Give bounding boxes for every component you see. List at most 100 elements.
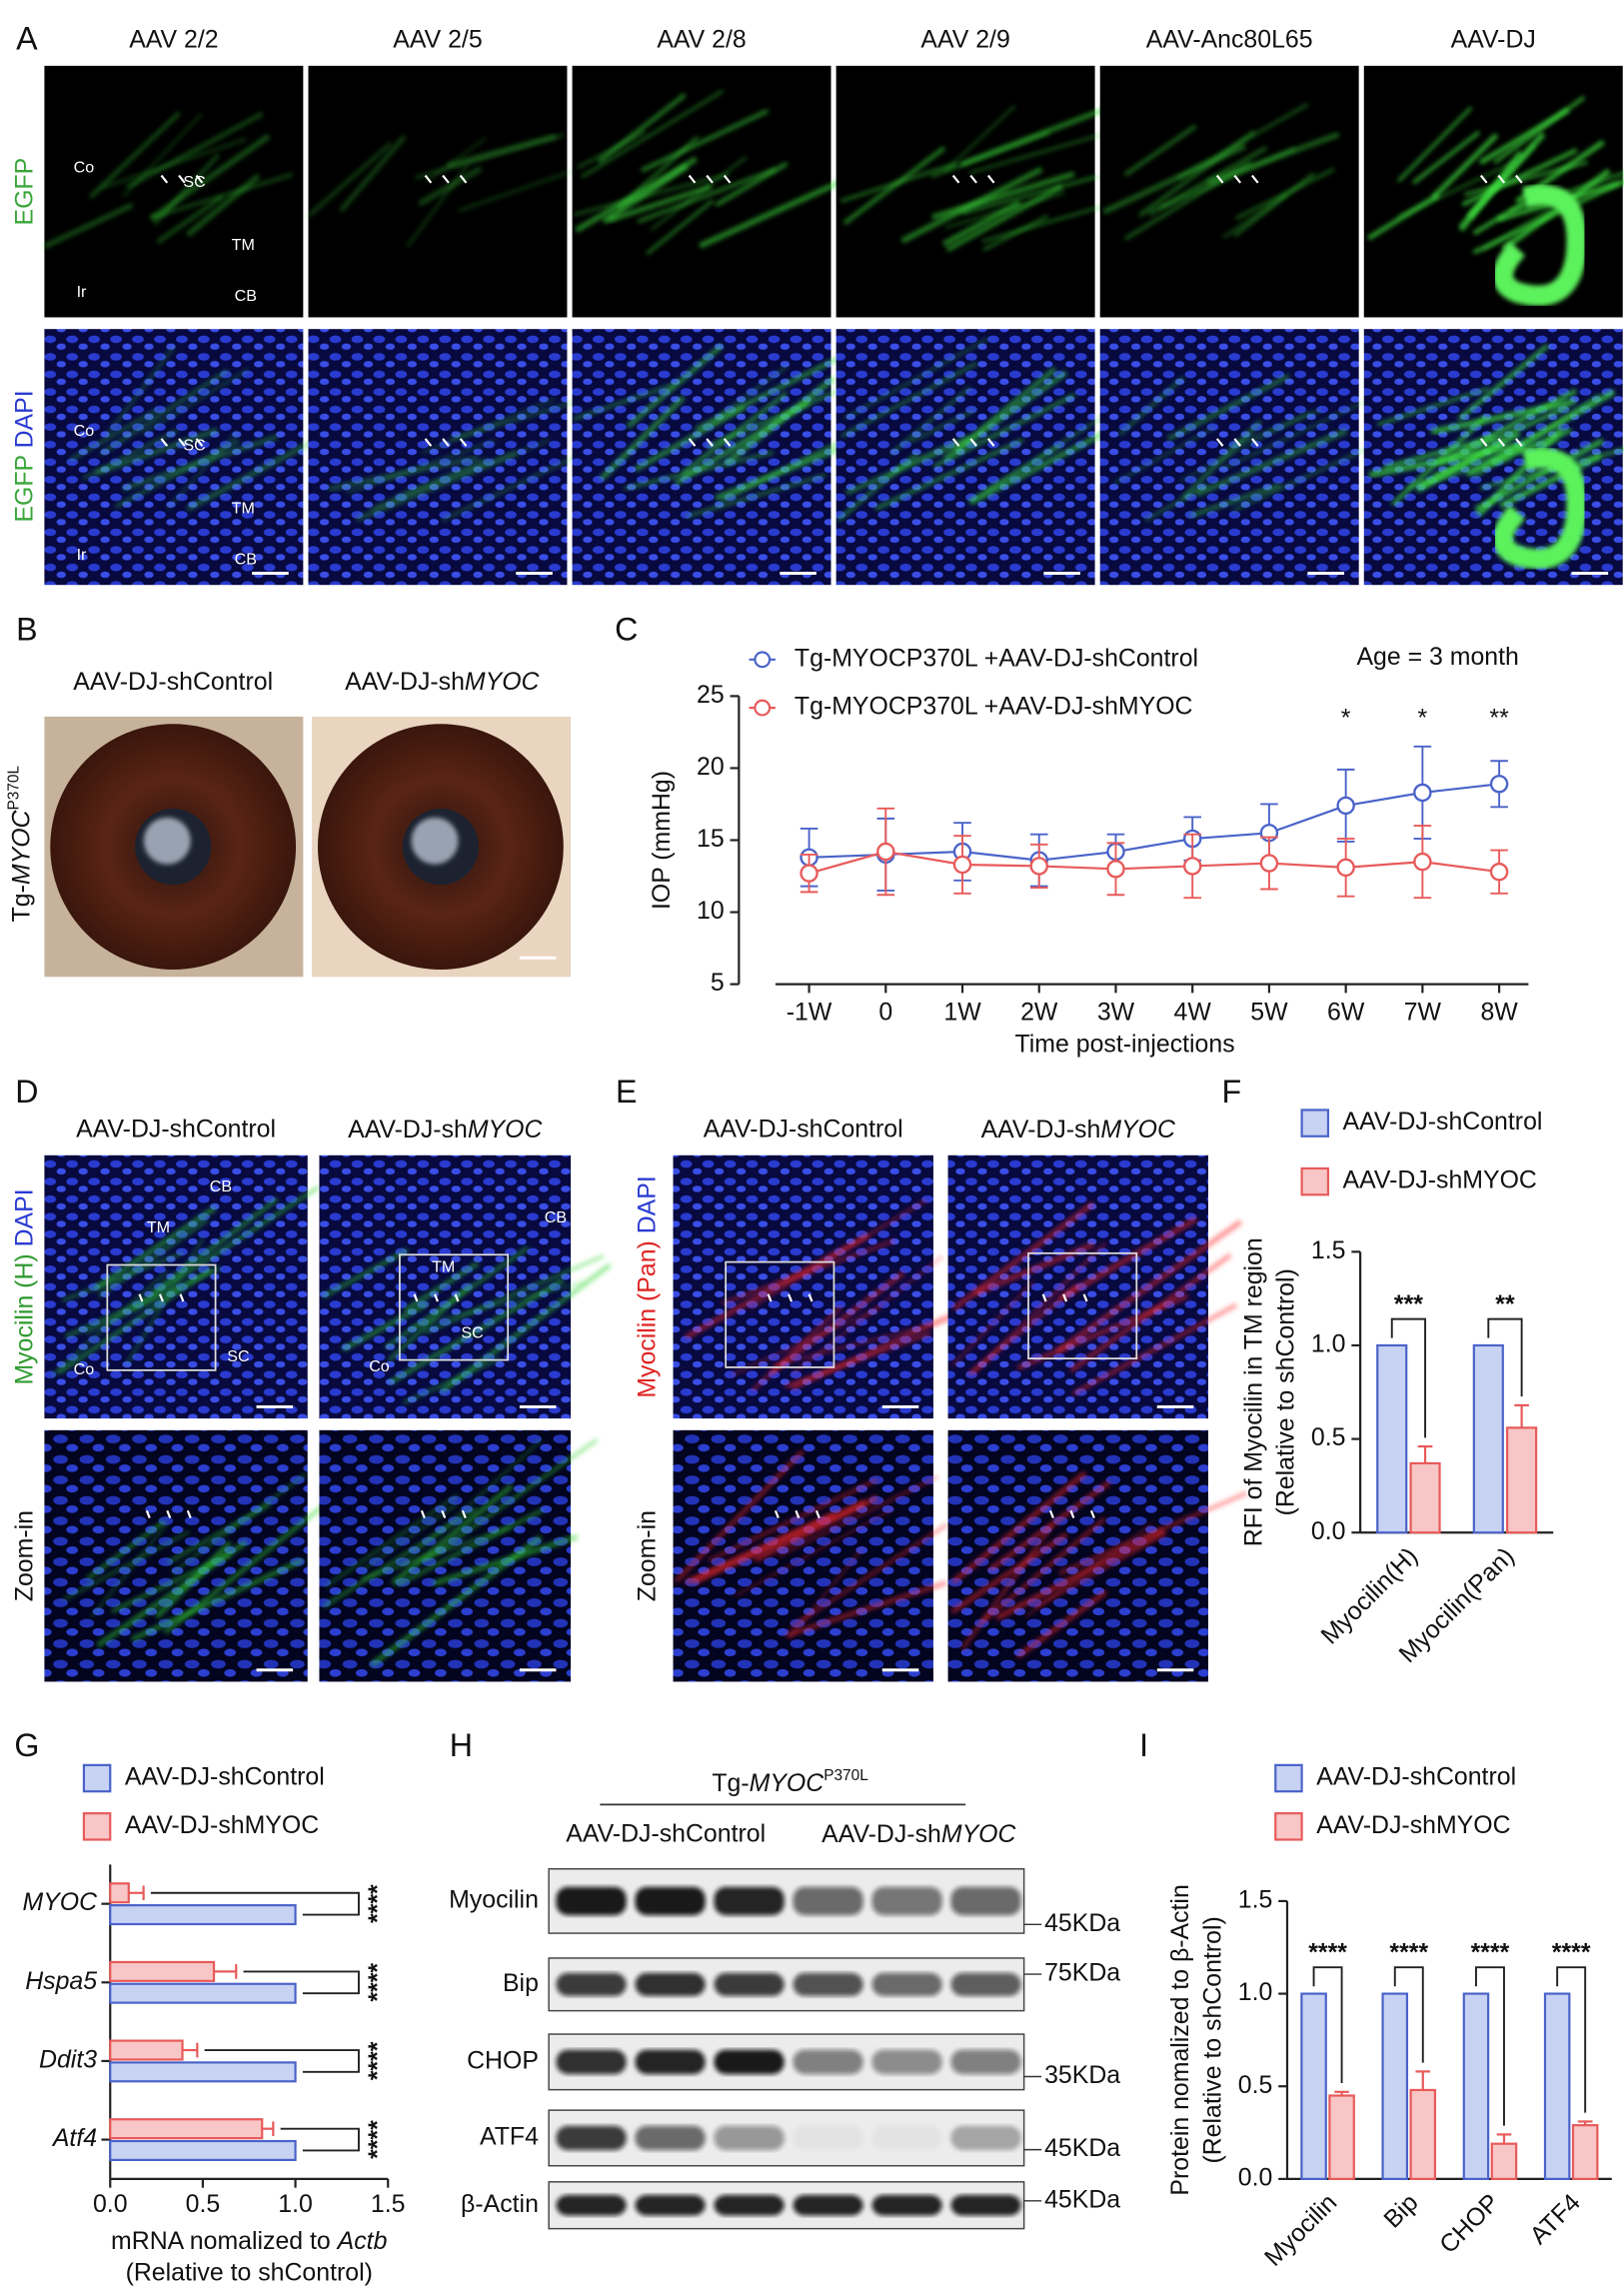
panel-letter: A xyxy=(16,20,38,56)
data-point xyxy=(1336,858,1355,878)
egfp-signal xyxy=(646,199,715,256)
egfp-signal xyxy=(599,395,686,481)
column-header: AAV-DJ-shMYOC xyxy=(345,668,540,696)
blot-row-label: CHOP xyxy=(467,2046,539,2074)
panel-letter: I xyxy=(1139,1727,1148,1763)
bar xyxy=(1472,1343,1504,1534)
egfp-signal xyxy=(450,400,577,441)
stain-signal xyxy=(151,1196,279,1295)
egfp-signal xyxy=(1159,147,1296,210)
x-tick-label: Bip xyxy=(1378,2188,1423,2233)
egfp-signal xyxy=(426,137,487,183)
stain-signal xyxy=(397,1508,544,1587)
arrow xyxy=(1479,438,1488,447)
row-label: EGFP DAPI xyxy=(10,390,38,522)
egfp-signal xyxy=(1466,389,1616,478)
column-header: AAV 2/9 xyxy=(920,26,1009,54)
y-tick-label: 0.0 xyxy=(1311,1517,1346,1545)
arrow xyxy=(195,174,204,184)
stain-signal xyxy=(403,1356,501,1404)
micrograph xyxy=(1099,65,1359,318)
arrow xyxy=(774,1509,780,1519)
egfp-signal xyxy=(843,338,989,420)
text-part: Zoom-in xyxy=(10,1510,38,1601)
egfp-signal xyxy=(406,164,470,248)
stain-signal xyxy=(693,1499,866,1585)
bar xyxy=(1328,2094,1355,2180)
x-tick-label: ATF4 xyxy=(1524,2188,1586,2250)
micrograph-bg xyxy=(947,1429,1208,1682)
bar xyxy=(109,1960,216,1982)
data-point xyxy=(1029,857,1048,876)
blot-band xyxy=(871,2049,942,2075)
micrograph xyxy=(43,65,304,318)
blot-strip xyxy=(548,2181,1025,2230)
column-header: AAV-DJ-shControl xyxy=(76,1115,276,1143)
egfp-signal xyxy=(982,215,1048,252)
legend-marker xyxy=(754,699,772,717)
arrow xyxy=(795,1509,801,1519)
annotation: Age = 3 month xyxy=(1356,643,1518,671)
x-tick-label: 7W xyxy=(1404,998,1442,1026)
arrow xyxy=(160,438,169,447)
tile-label: TM xyxy=(232,499,255,517)
arrow xyxy=(160,174,169,184)
text-part: DAPI xyxy=(10,390,38,448)
bar xyxy=(109,2139,297,2161)
legend-label: AAV-DJ-shControl xyxy=(125,1763,325,1791)
egfp-signal xyxy=(441,444,600,522)
egfp-signal xyxy=(153,153,220,226)
arrow xyxy=(788,1293,794,1302)
tile-label: Co xyxy=(74,422,95,440)
bar xyxy=(1409,1461,1441,1534)
blot-strip xyxy=(548,2109,1025,2167)
arrow xyxy=(413,1293,419,1302)
arrow xyxy=(442,174,450,184)
text-part: MYOC xyxy=(1100,1115,1176,1143)
arrow xyxy=(706,174,714,184)
arrow xyxy=(723,438,732,447)
stain-signal xyxy=(370,1534,543,1667)
arrow xyxy=(814,1509,820,1519)
stain-signal xyxy=(439,1262,612,1394)
egfp-signal xyxy=(608,184,713,223)
error-bar xyxy=(1417,1444,1433,1463)
x-tick-label: 1.0 xyxy=(278,2190,313,2218)
arrow xyxy=(459,174,468,184)
legend-swatch xyxy=(1274,1763,1303,1793)
stain-signal xyxy=(971,1241,1107,1375)
x-tick-label: 2W xyxy=(1020,998,1058,1026)
arrow xyxy=(723,174,732,184)
error-bar xyxy=(262,2121,275,2136)
egfp-signal xyxy=(1501,168,1611,252)
egfp-signal xyxy=(1476,427,1564,517)
data-point xyxy=(1413,852,1432,872)
arrow xyxy=(442,438,450,447)
significance-label: **** xyxy=(364,2120,392,2159)
bar xyxy=(109,1882,130,1904)
egfp-signal xyxy=(695,351,849,432)
stain-signal xyxy=(171,1473,307,1574)
group-label: Tg-MYOCP370L xyxy=(712,1766,868,1796)
bar xyxy=(109,1904,297,1926)
stain-signal xyxy=(1058,1215,1198,1301)
micrograph xyxy=(947,1429,1248,1682)
bar xyxy=(1381,1992,1409,2180)
egfp-signal xyxy=(959,103,1115,167)
stain-signal xyxy=(86,1519,166,1580)
stain-signal xyxy=(403,1260,480,1313)
stain-signal xyxy=(61,1251,184,1302)
egfp-signal xyxy=(637,167,777,224)
x-tick-label: 1W xyxy=(943,998,981,1026)
micrograph xyxy=(572,65,853,318)
text-part: MYOC xyxy=(468,1115,544,1143)
tile-label: CB xyxy=(235,551,257,569)
stain-signal xyxy=(57,1267,213,1374)
egfp-signal xyxy=(1138,129,1256,218)
stain-signal xyxy=(950,1470,1087,1584)
egfp-signal xyxy=(1367,193,1440,241)
zoom-box xyxy=(1027,1251,1138,1360)
egfp-signal xyxy=(931,171,1075,220)
egfp-signal xyxy=(122,434,279,492)
blot-row-label: ATF4 xyxy=(480,2122,539,2150)
